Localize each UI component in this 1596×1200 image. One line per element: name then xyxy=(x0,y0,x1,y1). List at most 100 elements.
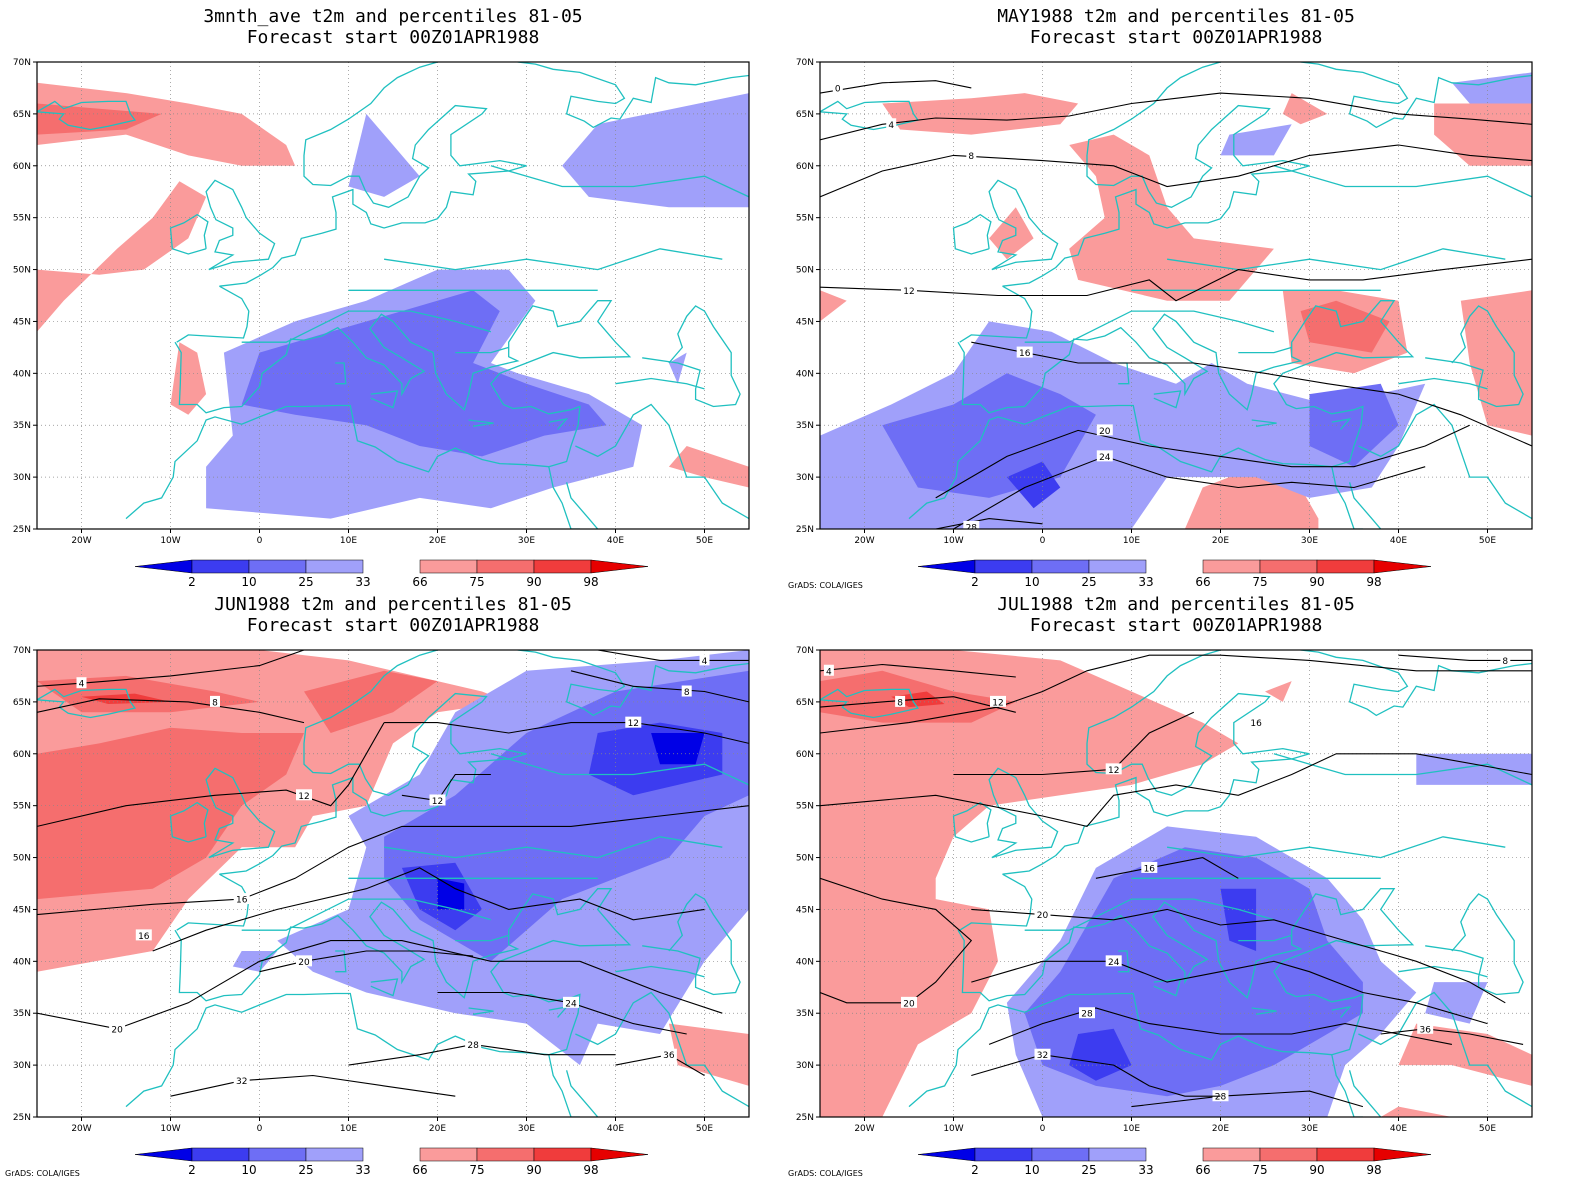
coastline xyxy=(820,688,919,719)
coastline xyxy=(575,403,749,520)
colorbar-label: 66 xyxy=(1195,575,1210,589)
colorbar-arrow-high xyxy=(1373,559,1432,574)
percentile-region-p66 xyxy=(37,650,509,972)
coastline xyxy=(517,62,749,129)
chart-title: JUN1988 t2m and percentiles 81-05 xyxy=(214,594,572,615)
grads-credit: GrADS: COLA/IGES xyxy=(5,1169,80,1178)
colorbar-label: 33 xyxy=(1138,575,1153,589)
coastline xyxy=(565,1070,599,1117)
isotherm-label: 8 xyxy=(684,688,690,698)
coastline xyxy=(1425,305,1524,408)
isotherm-label-bg xyxy=(1016,346,1033,358)
coastline xyxy=(455,934,509,942)
isotherm-label: 12 xyxy=(992,698,1003,708)
coastline xyxy=(37,688,137,719)
chart-title: MAY1988 t2m and percentiles 81-05 xyxy=(997,6,1355,27)
isotherm-label-bg xyxy=(135,929,152,941)
isotherm-label: 4 xyxy=(702,657,708,667)
coastline xyxy=(1002,62,1310,287)
isotherm-20 xyxy=(37,940,723,1030)
colorbar-label: 25 xyxy=(1081,1163,1096,1177)
percentile-region-p10 xyxy=(1220,888,1257,951)
isotherm-4 xyxy=(37,650,305,687)
colorbar-segment xyxy=(1316,1147,1375,1162)
isotherm-label-bg xyxy=(1079,1007,1095,1019)
colorbar-arrow-low xyxy=(917,559,976,574)
x-tick-label: 10E xyxy=(1123,1124,1140,1134)
colorbar-label: 25 xyxy=(298,1163,313,1177)
isotherm-label: 16 xyxy=(1019,349,1031,359)
colorbar-label: 10 xyxy=(1024,1163,1039,1177)
isotherm-label: 12 xyxy=(1108,766,1119,776)
coastline xyxy=(1167,248,1506,271)
isotherm-20 xyxy=(820,877,973,1004)
y-tick-label: 30N xyxy=(796,473,814,483)
y-tick-label: 35N xyxy=(796,1009,814,1019)
y-tick-label: 50N xyxy=(796,266,814,276)
isotherm-24 xyxy=(971,960,1488,1025)
coastline xyxy=(125,888,632,1108)
isotherm-label: 28 xyxy=(1215,1093,1227,1103)
isotherm-label: 12 xyxy=(298,792,309,802)
x-tick-label: 20E xyxy=(1212,536,1229,546)
map-area: 0 4 8 12 16 20 24 28 xyxy=(820,62,1532,529)
colorbar-segment xyxy=(248,1147,307,1162)
percentile-region-p33 xyxy=(1416,753,1532,785)
y-tick-label: 50N xyxy=(796,854,814,864)
map-area: 4 4 8 8 12 12 12 16 16 20 20 24 28 32 36 xyxy=(37,650,749,1117)
isotherm-label-bg xyxy=(109,1022,126,1034)
isotherm-label: 16 xyxy=(1250,719,1262,729)
isotherm-label-bg xyxy=(563,996,579,1008)
isotherm-label: 24 xyxy=(1108,958,1120,968)
coastline xyxy=(169,213,209,255)
x-tick-label: 0 xyxy=(257,1124,263,1134)
percentile-region-p66 xyxy=(1282,93,1328,125)
percentile-region-p75 xyxy=(37,103,162,135)
colorbar-label: 90 xyxy=(1309,575,1324,589)
chart-title: JUL1988 t2m and percentiles 81-05 xyxy=(997,594,1355,615)
coastline xyxy=(517,650,749,717)
colorbar-segment xyxy=(419,559,478,574)
x-tick-label: 0 xyxy=(1040,1124,1046,1134)
isotherm-20 xyxy=(259,950,474,973)
isotherm-28 xyxy=(935,518,1043,529)
chart-panel-1: 3mnth_ave t2m and percentiles 81-05Forec… xyxy=(13,6,750,589)
isotherm-label-bg xyxy=(76,677,87,689)
isotherm-label-bg xyxy=(660,1048,677,1060)
x-tick-label: 20W xyxy=(71,536,91,546)
isotherm-20 xyxy=(935,424,1470,499)
isotherm-label: 20 xyxy=(903,999,915,1009)
colorbar-segment xyxy=(1088,1147,1147,1162)
colorbar-label: 90 xyxy=(1309,1163,1324,1177)
coastline xyxy=(241,898,492,931)
isotherm-label: 20 xyxy=(1099,427,1111,437)
isotherm-label: 12 xyxy=(628,719,639,729)
y-tick-label: 45N xyxy=(13,905,31,915)
isotherm-16 xyxy=(820,753,1532,828)
isotherm-label-bg xyxy=(233,893,250,905)
x-tick-label: 10W xyxy=(160,536,180,546)
coastline xyxy=(1331,1054,1363,1117)
isotherm-8 xyxy=(1398,654,1532,661)
isotherm-label: 28 xyxy=(1081,1010,1093,1020)
percentile-region-p33 xyxy=(348,113,420,197)
coastline xyxy=(1251,1007,1277,1015)
x-tick-label: 0 xyxy=(1040,536,1046,546)
coastline xyxy=(176,285,250,343)
coastline xyxy=(615,377,705,390)
map-area xyxy=(37,62,749,529)
map-frame xyxy=(819,649,1533,1118)
colorbar-label: 75 xyxy=(469,575,484,589)
isotherm-label: 36 xyxy=(663,1051,675,1061)
colorbar-label: 75 xyxy=(1252,575,1267,589)
colorbar-segment xyxy=(1259,559,1318,574)
map-frame xyxy=(819,61,1533,530)
coastline xyxy=(468,1007,494,1015)
isotherm-label-bg xyxy=(465,1038,482,1050)
coastline xyxy=(468,419,494,427)
y-tick-label: 60N xyxy=(796,162,814,172)
coastline xyxy=(370,390,399,409)
colorbar: 2 10 25 33 66 75 90 98 xyxy=(917,1147,1432,1177)
coastline xyxy=(1153,978,1182,997)
